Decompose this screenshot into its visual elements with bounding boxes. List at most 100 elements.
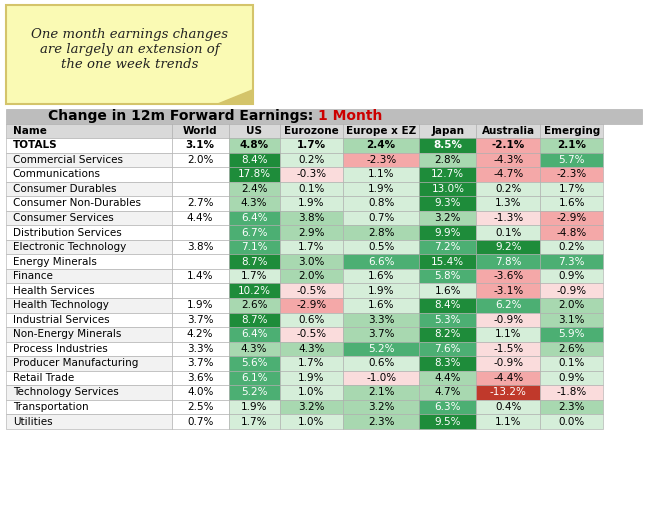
FancyBboxPatch shape: [279, 356, 343, 371]
FancyBboxPatch shape: [279, 312, 343, 327]
FancyBboxPatch shape: [6, 327, 172, 342]
FancyBboxPatch shape: [229, 124, 279, 138]
Text: -0.9%: -0.9%: [493, 315, 523, 325]
FancyBboxPatch shape: [419, 182, 476, 196]
Text: One month earnings changes
are largely an extension of
the one week trends: One month earnings changes are largely a…: [31, 28, 228, 71]
FancyBboxPatch shape: [540, 182, 603, 196]
Text: 9.2%: 9.2%: [495, 242, 522, 252]
FancyBboxPatch shape: [419, 225, 476, 240]
FancyBboxPatch shape: [476, 283, 540, 298]
Text: -4.4%: -4.4%: [493, 373, 524, 383]
Text: -3.6%: -3.6%: [493, 271, 524, 281]
Text: US: US: [246, 126, 262, 136]
Text: 1 Month: 1 Month: [318, 110, 382, 123]
Text: -3.1%: -3.1%: [493, 285, 524, 296]
FancyBboxPatch shape: [229, 356, 279, 371]
Text: 1.7%: 1.7%: [297, 140, 326, 151]
Text: 9.3%: 9.3%: [435, 198, 461, 209]
FancyBboxPatch shape: [279, 167, 343, 182]
Text: Name: Name: [13, 126, 47, 136]
FancyBboxPatch shape: [6, 240, 172, 254]
FancyBboxPatch shape: [6, 153, 172, 167]
Text: Transportation: Transportation: [13, 402, 89, 412]
Text: 0.6%: 0.6%: [368, 359, 395, 368]
FancyBboxPatch shape: [540, 240, 603, 254]
FancyBboxPatch shape: [540, 138, 603, 153]
FancyBboxPatch shape: [6, 385, 172, 400]
FancyBboxPatch shape: [229, 153, 279, 167]
Text: Health Technology: Health Technology: [13, 300, 109, 310]
Text: 2.3%: 2.3%: [368, 417, 395, 427]
FancyBboxPatch shape: [476, 269, 540, 283]
Text: 7.3%: 7.3%: [559, 256, 585, 267]
FancyBboxPatch shape: [540, 298, 603, 312]
Text: -2.3%: -2.3%: [557, 169, 587, 180]
Text: 0.9%: 0.9%: [559, 373, 585, 383]
FancyBboxPatch shape: [476, 182, 540, 196]
Text: -0.9%: -0.9%: [493, 359, 523, 368]
FancyBboxPatch shape: [419, 138, 476, 153]
Text: 4.3%: 4.3%: [241, 344, 268, 354]
Text: 6.4%: 6.4%: [241, 213, 268, 223]
FancyBboxPatch shape: [172, 356, 229, 371]
FancyBboxPatch shape: [6, 167, 172, 182]
Text: 8.3%: 8.3%: [435, 359, 461, 368]
Text: 6.3%: 6.3%: [435, 402, 461, 412]
Text: 3.3%: 3.3%: [187, 344, 213, 354]
FancyBboxPatch shape: [419, 371, 476, 385]
FancyBboxPatch shape: [540, 342, 603, 356]
Text: -2.9%: -2.9%: [557, 213, 587, 223]
Text: 9.5%: 9.5%: [435, 417, 461, 427]
FancyBboxPatch shape: [476, 400, 540, 414]
FancyBboxPatch shape: [279, 342, 343, 356]
Text: 0.2%: 0.2%: [298, 155, 325, 165]
FancyBboxPatch shape: [6, 371, 172, 385]
FancyBboxPatch shape: [172, 138, 229, 153]
Text: 2.9%: 2.9%: [298, 227, 325, 238]
Text: 10.2%: 10.2%: [238, 285, 271, 296]
FancyBboxPatch shape: [229, 225, 279, 240]
Text: Europe x EZ: Europe x EZ: [346, 126, 416, 136]
Text: 4.0%: 4.0%: [187, 388, 213, 398]
FancyBboxPatch shape: [6, 356, 172, 371]
Text: 6.7%: 6.7%: [241, 227, 268, 238]
FancyBboxPatch shape: [6, 225, 172, 240]
Text: 1.9%: 1.9%: [368, 184, 395, 194]
Text: 0.5%: 0.5%: [368, 242, 395, 252]
Text: 7.6%: 7.6%: [435, 344, 461, 354]
Text: 5.6%: 5.6%: [241, 359, 268, 368]
Text: 2.7%: 2.7%: [187, 198, 213, 209]
FancyBboxPatch shape: [6, 182, 172, 196]
Text: 0.2%: 0.2%: [495, 184, 522, 194]
Text: -0.3%: -0.3%: [296, 169, 327, 180]
FancyBboxPatch shape: [279, 371, 343, 385]
FancyBboxPatch shape: [540, 327, 603, 342]
Text: 7.8%: 7.8%: [495, 256, 522, 267]
Text: 1.1%: 1.1%: [495, 417, 522, 427]
FancyBboxPatch shape: [172, 269, 229, 283]
Text: 1.9%: 1.9%: [241, 402, 268, 412]
FancyBboxPatch shape: [229, 196, 279, 211]
FancyBboxPatch shape: [540, 414, 603, 429]
FancyBboxPatch shape: [6, 414, 172, 429]
FancyBboxPatch shape: [229, 400, 279, 414]
Text: Process Industries: Process Industries: [13, 344, 108, 354]
Text: 2.6%: 2.6%: [241, 300, 268, 310]
Text: 8.2%: 8.2%: [435, 330, 461, 339]
Text: 0.0%: 0.0%: [559, 417, 584, 427]
FancyBboxPatch shape: [476, 371, 540, 385]
Text: 8.7%: 8.7%: [241, 315, 268, 325]
FancyBboxPatch shape: [279, 385, 343, 400]
FancyBboxPatch shape: [476, 312, 540, 327]
FancyBboxPatch shape: [343, 196, 419, 211]
Text: 1.7%: 1.7%: [241, 271, 268, 281]
FancyBboxPatch shape: [172, 196, 229, 211]
FancyBboxPatch shape: [476, 385, 540, 400]
Text: 6.6%: 6.6%: [368, 256, 395, 267]
Text: Emerging: Emerging: [544, 126, 600, 136]
Text: 12.7%: 12.7%: [432, 169, 465, 180]
FancyBboxPatch shape: [540, 356, 603, 371]
FancyBboxPatch shape: [343, 342, 419, 356]
Text: Consumer Services: Consumer Services: [13, 213, 113, 223]
Text: 3.8%: 3.8%: [187, 242, 213, 252]
